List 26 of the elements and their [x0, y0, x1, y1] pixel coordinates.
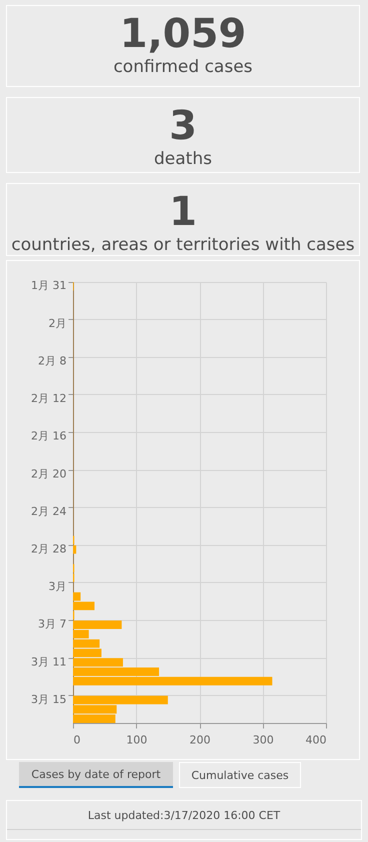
- text: Cases by date of report: [19, 762, 173, 788]
- text: deaths: [153, 148, 213, 170]
- text: 1,059: [118, 11, 248, 57]
- x-tick-label: 0: [74, 734, 80, 746]
- y-tick-label: 2月: [48, 316, 66, 330]
- text: countries, areas or territories with cases: [10, 234, 356, 256]
- y-tick-label: 3月 15: [31, 692, 66, 706]
- text: 1: [168, 189, 198, 235]
- y-tick-label: 3月 11: [31, 655, 66, 668]
- text: Cumulative cases: [179, 762, 301, 788]
- x-tick-label: 200: [190, 734, 210, 746]
- text: Last updated:3/17/2020 16:00 CET: [6, 800, 362, 840]
- y-tick-label: 2月 20: [31, 467, 66, 480]
- y-tick-label: 2月 28: [31, 542, 66, 556]
- y-tick-label: 1月 31: [31, 279, 66, 292]
- y-tick-label: 2月 8: [38, 354, 66, 368]
- text: confirmed cases: [112, 56, 254, 78]
- y-tick-label: 3月: [48, 580, 66, 594]
- y-tick-label: 3月 7: [38, 618, 66, 631]
- x-tick-label: 100: [126, 734, 148, 746]
- text: 3: [168, 103, 198, 149]
- x-tick-label: 400: [306, 734, 326, 746]
- y-tick-label: 2月 24: [31, 504, 66, 518]
- y-tick-label: 2月 16: [31, 430, 66, 443]
- x-tick-label: 300: [252, 734, 274, 746]
- y-tick-label: 2月 12: [31, 392, 66, 406]
